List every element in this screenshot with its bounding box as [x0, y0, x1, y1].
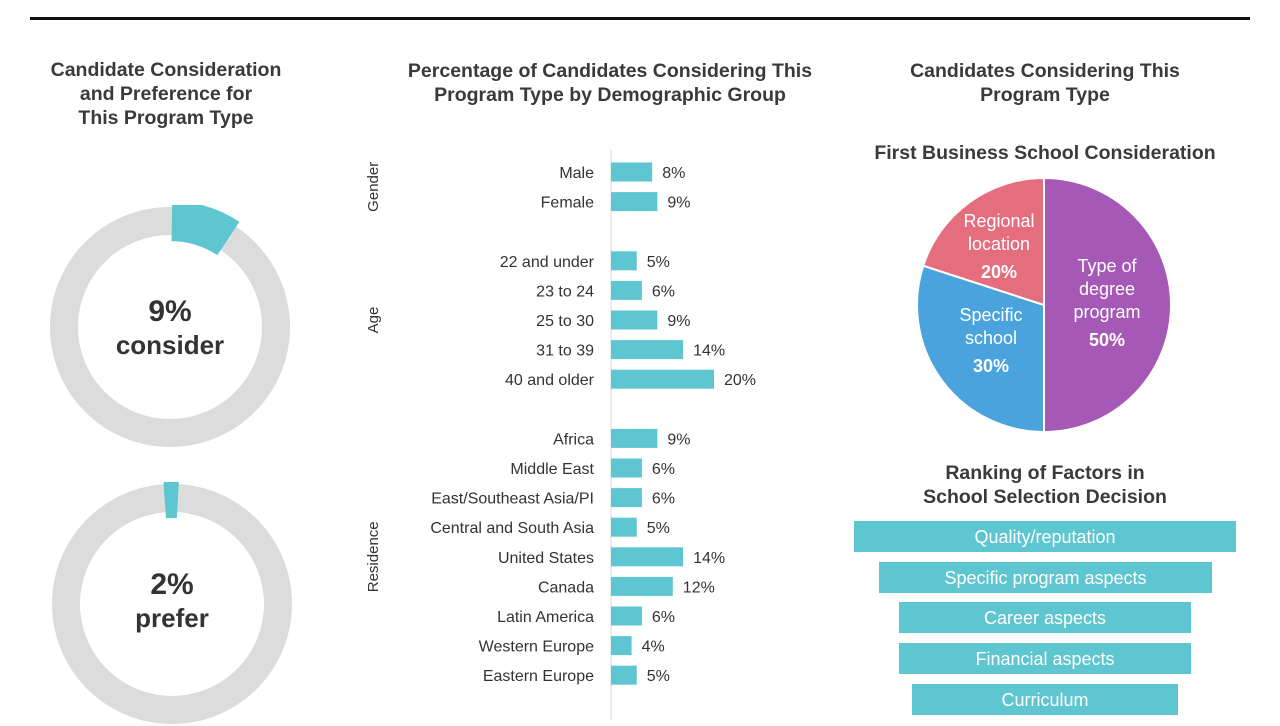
bar-category-label: Central and South Asia	[430, 520, 594, 537]
bar	[611, 192, 657, 211]
bar-group-label: Gender	[365, 162, 382, 212]
bar	[611, 636, 632, 655]
bar	[611, 577, 673, 596]
ranking-title-line: School Selection Decision	[880, 485, 1210, 509]
demographic-bar-chart: Male 8% Female 9% Gender 22 and under 5% 23 to …	[0, 0, 860, 720]
ranking-title: Ranking of Factors in School Selection D…	[880, 461, 1210, 509]
bar	[611, 311, 657, 330]
bar-category-label: 23 to 24	[536, 283, 594, 300]
bar-value-label: 14%	[693, 343, 725, 360]
bar	[611, 488, 642, 507]
bar-category-label: Male	[559, 165, 594, 182]
pie-slice-label-line: Regional	[963, 211, 1034, 231]
pie-slice-percent: 30%	[973, 356, 1009, 376]
bar-category-label: Africa	[553, 431, 594, 448]
bar-category-label: United States	[498, 550, 594, 567]
bar-value-label: 9%	[667, 195, 690, 212]
bar	[611, 518, 637, 537]
rank-bar-2: Specific program aspects	[879, 562, 1212, 593]
pie-slice-label-line: Specific	[959, 305, 1022, 325]
ranking-title-line: Ranking of Factors in	[880, 461, 1210, 485]
bar-value-label: 9%	[667, 313, 690, 330]
bar	[611, 163, 652, 182]
pie-slice-label: Type of degree program	[1073, 256, 1140, 322]
bar-group-label: Residence	[365, 521, 382, 592]
bar-group-label: Age	[365, 307, 382, 334]
bar-category-label: 25 to 30	[536, 313, 594, 330]
bar-value-label: 6%	[652, 461, 675, 478]
bar-value-label: 4%	[642, 639, 665, 656]
pie-slice-label-line: program	[1073, 302, 1140, 322]
bar-value-label: 5%	[647, 668, 670, 685]
bar-category-label: Female	[541, 195, 594, 212]
bar-category-label: Western Europe	[479, 639, 594, 656]
bar-value-label: 8%	[662, 165, 685, 182]
bar-category-label: Canada	[538, 579, 594, 596]
right-title-line: Program Type	[880, 83, 1210, 107]
bar	[611, 607, 642, 626]
bar	[611, 666, 637, 685]
bar-category-label: Middle East	[510, 461, 594, 478]
bar	[611, 370, 714, 389]
bar-value-label: 9%	[667, 431, 690, 448]
pie-slice-percent: 20%	[981, 262, 1017, 282]
bar-category-label: 40 and older	[505, 372, 595, 389]
pie-slice-label-line: location	[968, 234, 1030, 254]
bar-value-label: 6%	[652, 491, 675, 508]
bar-category-label: East/Southeast Asia/PI	[431, 491, 594, 508]
rank-bar-5: Curriculum	[912, 684, 1178, 715]
pie-slice-label-line: degree	[1079, 279, 1135, 299]
bar	[611, 281, 642, 300]
rank-bar-4: Financial aspects	[899, 643, 1191, 674]
right-title: Candidates Considering This Program Type	[880, 59, 1210, 107]
bar	[611, 459, 642, 478]
pie-slice-label-line: school	[965, 328, 1017, 348]
bar-category-label: Eastern Europe	[483, 668, 594, 685]
pie-slice-label-line: Type of	[1077, 256, 1137, 276]
bar-category-label: 22 and under	[500, 254, 595, 271]
bar-value-label: 5%	[647, 520, 670, 537]
bar	[611, 547, 683, 566]
bar-category-label: Latin America	[497, 609, 594, 626]
bar-value-label: 6%	[652, 609, 675, 626]
bar-value-label: 5%	[647, 254, 670, 271]
bar	[611, 429, 657, 448]
right-title-line: Candidates Considering This	[880, 59, 1210, 83]
first-consideration-pie: Type of degree program 50% Specific school 30%…	[900, 165, 1190, 445]
bar-value-label: 14%	[693, 550, 725, 567]
pie-slice-percent: 50%	[1089, 330, 1125, 350]
pie-chart-title-text: First Business School Consideration	[850, 141, 1240, 165]
rank-bar-1: Quality/reputation	[854, 521, 1236, 552]
bar-value-label: 20%	[724, 372, 756, 389]
bar-value-label: 6%	[652, 283, 675, 300]
rank-bar-3: Career aspects	[899, 602, 1191, 633]
bar	[611, 251, 637, 270]
pie-chart-title: First Business School Consideration	[850, 141, 1240, 165]
bar-value-label: 12%	[683, 579, 715, 596]
bar-category-label: 31 to 39	[536, 343, 594, 360]
bar	[611, 340, 683, 359]
